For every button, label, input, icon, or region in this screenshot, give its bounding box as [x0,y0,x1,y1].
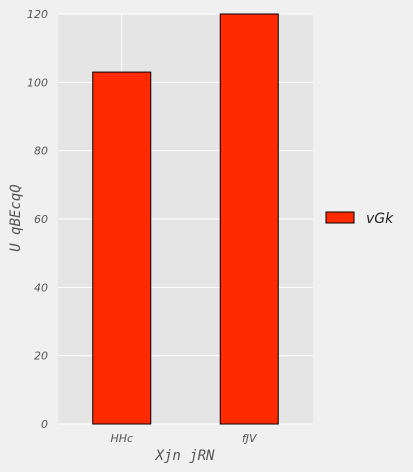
bar-HHc [92,71,152,425]
y-tick-label: 80 [34,145,48,158]
legend-label: vGk [366,211,394,227]
bars [92,13,279,425]
legend: vGk [325,211,394,227]
x-tick-label: HHc [110,432,133,445]
bar-fJV [219,13,279,425]
y-axis-title: U qBEcqQ [8,184,24,251]
y-tick-label: 0 [41,418,48,431]
y-tick-label: 60 [34,213,48,226]
x-tick-labels: HHc fJV [110,432,258,445]
y-tick-label: 120 [27,8,48,21]
y-tick-label: 20 [34,350,48,363]
x-tick-label: fJV [242,432,258,445]
y-tick-labels: 0 20 40 60 80 100 120 [27,8,48,431]
x-axis-title: Xjn jRN [154,448,215,464]
y-tick-label: 100 [27,76,48,89]
y-tick-label: 40 [34,281,48,294]
legend-swatch [325,211,355,224]
